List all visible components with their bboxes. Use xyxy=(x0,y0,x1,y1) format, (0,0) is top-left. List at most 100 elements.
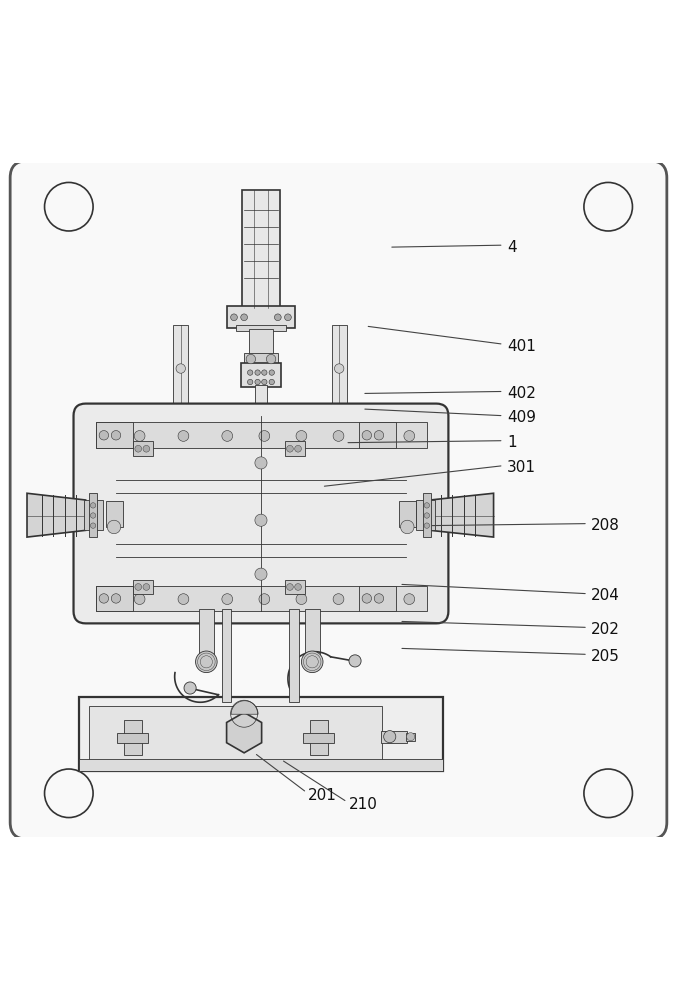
Circle shape xyxy=(178,594,189,605)
Bar xyxy=(381,731,407,743)
Bar xyxy=(95,586,133,611)
Text: 402: 402 xyxy=(507,386,536,401)
Bar xyxy=(79,697,443,771)
Bar xyxy=(89,493,97,537)
Circle shape xyxy=(99,431,108,440)
Bar xyxy=(305,609,320,662)
Circle shape xyxy=(377,431,388,441)
Circle shape xyxy=(401,520,414,534)
Circle shape xyxy=(296,594,307,605)
Bar xyxy=(416,500,435,530)
Circle shape xyxy=(184,682,196,694)
Circle shape xyxy=(334,492,344,501)
Bar xyxy=(359,586,396,611)
Circle shape xyxy=(377,594,388,605)
Circle shape xyxy=(222,594,233,605)
Bar xyxy=(133,580,153,594)
Bar xyxy=(242,363,280,387)
Bar xyxy=(95,422,427,448)
Circle shape xyxy=(269,379,274,385)
Circle shape xyxy=(362,431,372,440)
Circle shape xyxy=(269,370,274,375)
Circle shape xyxy=(107,520,121,534)
Circle shape xyxy=(333,594,344,605)
Text: 401: 401 xyxy=(507,339,536,354)
Circle shape xyxy=(196,651,217,673)
Bar xyxy=(332,325,347,608)
Circle shape xyxy=(404,594,415,605)
Bar xyxy=(199,609,214,662)
Bar xyxy=(284,580,305,594)
Circle shape xyxy=(143,445,150,452)
Bar xyxy=(303,733,334,743)
Text: 210: 210 xyxy=(349,797,378,812)
Circle shape xyxy=(424,503,429,508)
Circle shape xyxy=(384,731,396,743)
Text: 1: 1 xyxy=(507,435,517,450)
Circle shape xyxy=(134,594,145,605)
Polygon shape xyxy=(430,493,494,537)
Circle shape xyxy=(241,314,248,321)
Text: 201: 201 xyxy=(308,788,337,803)
Circle shape xyxy=(176,445,185,454)
Circle shape xyxy=(91,513,95,518)
Circle shape xyxy=(91,523,95,528)
Circle shape xyxy=(294,584,301,590)
Text: 204: 204 xyxy=(591,588,620,603)
Circle shape xyxy=(286,445,293,452)
Bar xyxy=(227,306,294,328)
Circle shape xyxy=(334,404,344,414)
Circle shape xyxy=(374,431,384,440)
Bar xyxy=(289,609,299,702)
Circle shape xyxy=(176,404,185,414)
Circle shape xyxy=(248,379,253,385)
Circle shape xyxy=(266,354,276,364)
Circle shape xyxy=(107,431,118,441)
Circle shape xyxy=(284,314,291,321)
Bar xyxy=(359,422,396,448)
Circle shape xyxy=(259,431,269,441)
FancyBboxPatch shape xyxy=(74,404,448,623)
Bar xyxy=(310,720,328,755)
Circle shape xyxy=(362,594,372,603)
Circle shape xyxy=(296,431,307,441)
Circle shape xyxy=(246,354,256,364)
Bar xyxy=(133,441,153,456)
Circle shape xyxy=(334,539,344,549)
Circle shape xyxy=(255,457,267,469)
Bar xyxy=(236,325,286,331)
Circle shape xyxy=(255,568,267,580)
Circle shape xyxy=(107,594,118,605)
Circle shape xyxy=(301,651,323,673)
Text: 301: 301 xyxy=(507,460,536,475)
Circle shape xyxy=(255,514,267,526)
Circle shape xyxy=(424,523,429,528)
Circle shape xyxy=(274,314,281,321)
Bar xyxy=(124,720,141,755)
Circle shape xyxy=(261,370,267,375)
Bar xyxy=(117,733,148,743)
Bar xyxy=(89,706,383,761)
Text: 409: 409 xyxy=(507,410,536,425)
Bar xyxy=(95,422,133,448)
Bar xyxy=(95,586,427,611)
Circle shape xyxy=(334,445,344,454)
Circle shape xyxy=(294,445,301,452)
Circle shape xyxy=(111,431,121,440)
Bar xyxy=(249,329,273,355)
Circle shape xyxy=(91,503,95,508)
Circle shape xyxy=(261,379,267,385)
Circle shape xyxy=(255,379,260,385)
Bar xyxy=(106,501,123,527)
FancyBboxPatch shape xyxy=(10,161,667,839)
Bar xyxy=(255,385,267,480)
Bar xyxy=(79,759,443,771)
Text: 202: 202 xyxy=(591,622,620,637)
Text: 4: 4 xyxy=(507,240,517,255)
Circle shape xyxy=(134,431,145,441)
Circle shape xyxy=(135,445,141,452)
Circle shape xyxy=(374,594,384,603)
Circle shape xyxy=(334,580,344,589)
Circle shape xyxy=(333,431,344,441)
Circle shape xyxy=(176,364,185,373)
